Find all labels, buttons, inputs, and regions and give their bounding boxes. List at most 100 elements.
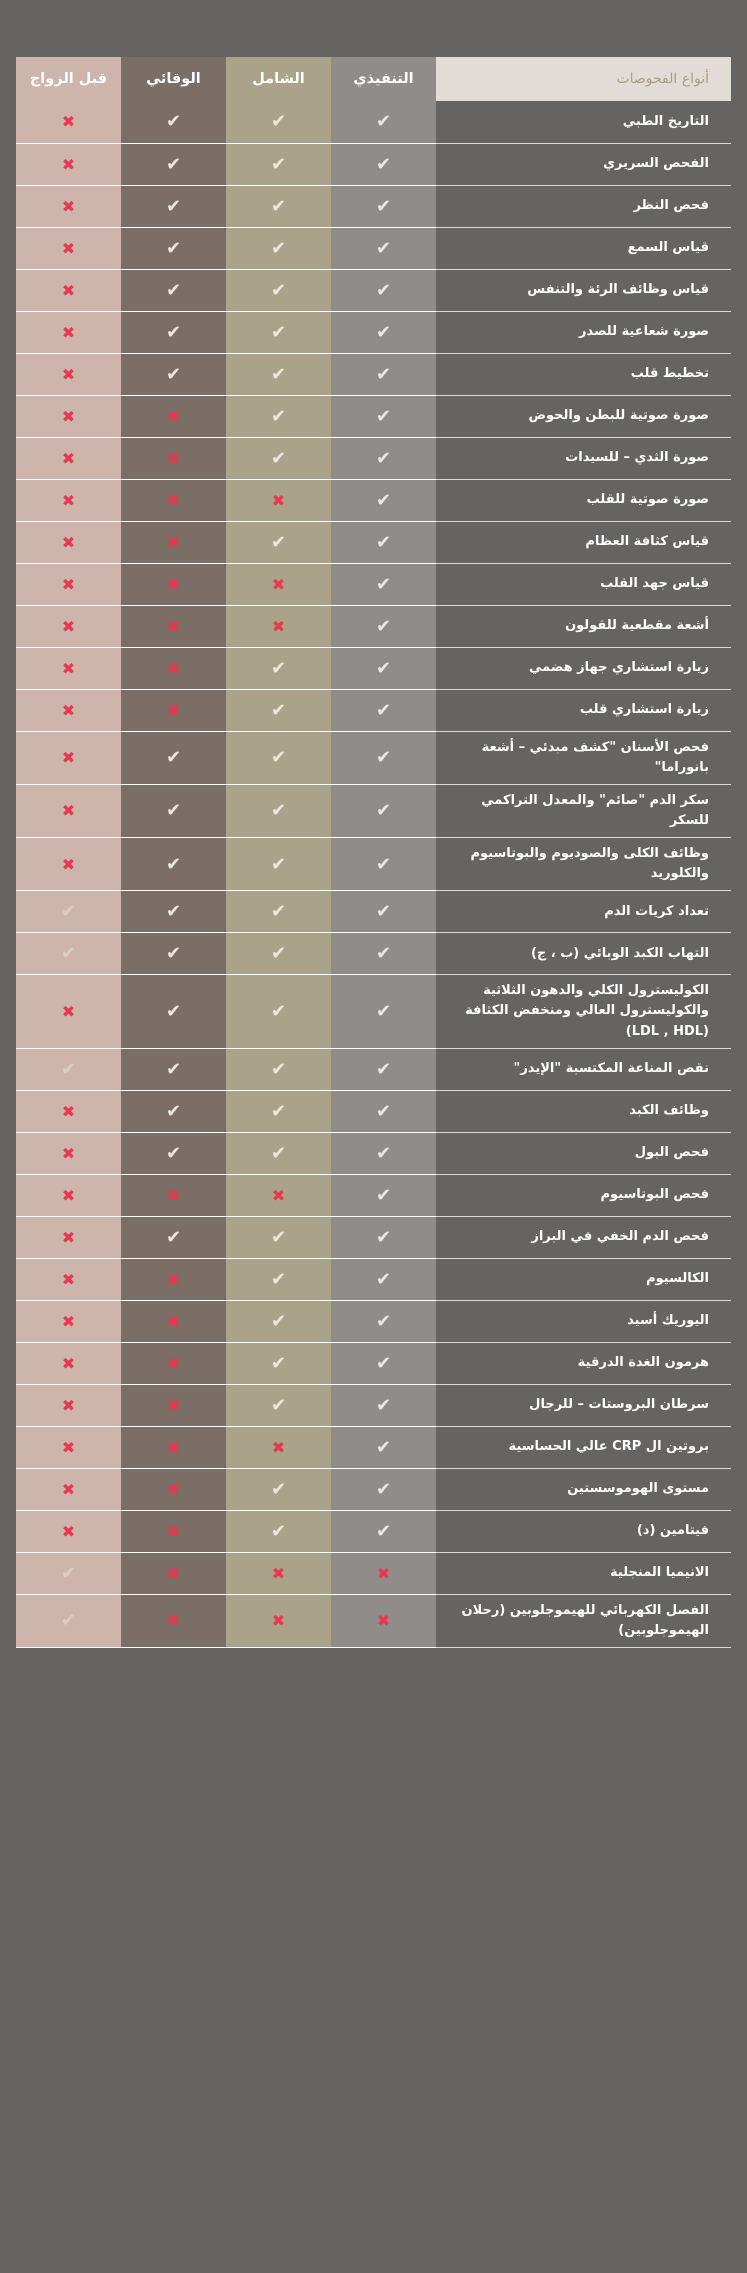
cell-premarital: ✖: [16, 1258, 121, 1301]
check-icon: ✔: [270, 237, 287, 259]
cross-icon: ✖: [61, 1101, 76, 1121]
check-icon: ✔: [270, 321, 287, 343]
cell-preventive: ✔: [121, 837, 226, 892]
check-icon: ✔: [60, 943, 77, 965]
cell-comprehensive: ✔: [226, 1090, 331, 1133]
check-icon: ✔: [165, 1058, 182, 1080]
cell-preventive: ✔: [121, 1216, 226, 1259]
cell-preventive: ✔: [121, 974, 226, 1049]
exam-name-cell: قياس وظائف الرئة والتنفس: [436, 269, 731, 312]
cell-premarital: ✖: [16, 353, 121, 396]
table-row: فحص الدم الخفي في البراز ✔ ✔ ✔ ✖: [16, 1216, 731, 1259]
cell-preventive: ✖: [121, 689, 226, 732]
check-icon: ✔: [375, 1100, 392, 1122]
table-row: الكوليسترول الكلي والدهون الثلاثية والكو…: [16, 974, 731, 1049]
check-icon: ✔: [375, 699, 392, 721]
cross-icon: ✖: [61, 1143, 76, 1163]
check-icon: ✔: [375, 1394, 392, 1416]
cell-preventive: ✔: [121, 784, 226, 839]
cell-executive: ✔: [331, 932, 436, 976]
cross-icon: ✖: [61, 1521, 76, 1541]
check-icon: ✔: [375, 657, 392, 679]
cell-premarital: ✖: [16, 185, 121, 228]
cross-icon: ✖: [61, 1227, 76, 1247]
cell-premarital: ✖: [16, 1216, 121, 1259]
check-icon: ✔: [375, 573, 392, 595]
cell-comprehensive: ✔: [226, 437, 331, 480]
cell-preventive: ✔: [121, 227, 226, 270]
check-icon: ✔: [375, 1142, 392, 1164]
check-icon: ✔: [270, 901, 287, 923]
table-row: صورة الثدي – للسيدات ✔ ✔ ✖ ✖: [16, 437, 731, 480]
cell-premarital: ✔: [16, 932, 121, 976]
exam-name-cell: قياس كثافة العظام: [436, 521, 731, 564]
exam-name-cell: الكوليسترول الكلي والدهون الثلاثية والكو…: [436, 974, 731, 1049]
cell-comprehensive: ✔: [226, 974, 331, 1049]
check-icon: ✔: [270, 657, 287, 679]
cell-executive: ✔: [331, 784, 436, 839]
check-icon: ✔: [375, 1001, 392, 1023]
cross-icon: ✖: [61, 406, 76, 426]
header-row: أنواع الفحوصات التنفيذي الشامل الوقائي ق…: [16, 57, 731, 101]
cell-comprehensive: ✔: [226, 647, 331, 690]
check-icon: ✔: [165, 1142, 182, 1164]
cell-comprehensive: ✔: [226, 1342, 331, 1385]
cross-icon: ✖: [166, 1563, 181, 1583]
cell-comprehensive: ✔: [226, 353, 331, 396]
table-row: فحص الأسنان "كشف مبدئي – أشعة بانوراما" ✔…: [16, 731, 731, 785]
cell-executive: ✖: [331, 1552, 436, 1595]
cell-executive: ✔: [331, 437, 436, 480]
exam-name-cell: قياس السمع: [436, 227, 731, 270]
cross-icon: ✖: [166, 1311, 181, 1331]
cell-executive: ✔: [331, 101, 436, 144]
cross-icon: ✖: [166, 1479, 181, 1499]
cell-comprehensive: ✔: [226, 1384, 331, 1427]
check-icon: ✔: [270, 1226, 287, 1248]
cell-preventive: ✖: [121, 1552, 226, 1595]
cross-icon: ✖: [61, 238, 76, 258]
cell-executive: ✔: [331, 1510, 436, 1553]
cell-executive: ✔: [331, 563, 436, 606]
check-icon: ✔: [270, 699, 287, 721]
cross-icon: ✖: [61, 154, 76, 174]
exam-name-cell: التاريخ الطبي: [436, 101, 731, 144]
check-icon: ✔: [165, 111, 182, 133]
cell-premarital: ✖: [16, 227, 121, 270]
cell-preventive: ✖: [121, 605, 226, 648]
cell-premarital: ✖: [16, 269, 121, 312]
cell-premarital: ✖: [16, 605, 121, 648]
check-icon: ✔: [270, 1001, 287, 1023]
cell-preventive: ✖: [121, 1384, 226, 1427]
cross-icon: ✖: [166, 532, 181, 552]
cell-executive: ✔: [331, 1132, 436, 1175]
exam-name-cell: مستوى الهوموسستين: [436, 1468, 731, 1511]
cell-executive: ✔: [331, 1384, 436, 1427]
cell-premarital: ✖: [16, 1132, 121, 1175]
cell-executive: ✔: [331, 479, 436, 522]
check-icon: ✔: [165, 321, 182, 343]
cross-icon: ✖: [166, 1185, 181, 1205]
check-icon: ✔: [375, 1520, 392, 1542]
cross-icon: ✖: [166, 1269, 181, 1289]
exam-name-cell: أشعة مقطعية للقولون: [436, 605, 731, 648]
check-icon: ✔: [165, 237, 182, 259]
cell-executive: ✔: [331, 1468, 436, 1511]
exam-name-cell: فحص الأسنان "كشف مبدئي – أشعة بانوراما": [436, 731, 731, 785]
table-row: تخطيط قلب ✔ ✔ ✔ ✖: [16, 353, 731, 396]
table-row: فحص البول ✔ ✔ ✔ ✖: [16, 1132, 731, 1175]
cross-icon: ✖: [61, 1395, 76, 1415]
table-row: وظائف الكلى والصوديوم والبوتاسيوم والكلو…: [16, 837, 731, 892]
cell-executive: ✔: [331, 974, 436, 1049]
check-icon: ✔: [165, 153, 182, 175]
exam-name-cell: فحص النظر: [436, 185, 731, 228]
table-row: قياس جهد القلب ✔ ✖ ✖ ✖: [16, 563, 731, 606]
cross-icon: ✖: [61, 1185, 76, 1205]
cell-preventive: ✖: [121, 479, 226, 522]
exam-name-cell: فيتامين (د): [436, 1510, 731, 1553]
cell-premarital: ✖: [16, 311, 121, 354]
check-icon: ✔: [375, 943, 392, 965]
check-icon: ✔: [375, 489, 392, 511]
cross-icon: ✖: [166, 1437, 181, 1457]
table-row: فحص النظر ✔ ✔ ✔ ✖: [16, 185, 731, 228]
header-column-premarital: قبل الزواج: [16, 57, 121, 101]
